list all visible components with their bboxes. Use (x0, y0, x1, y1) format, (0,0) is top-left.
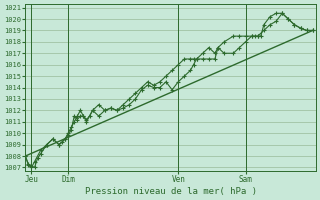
X-axis label: Pression niveau de la mer( hPa ): Pression niveau de la mer( hPa ) (84, 187, 257, 196)
